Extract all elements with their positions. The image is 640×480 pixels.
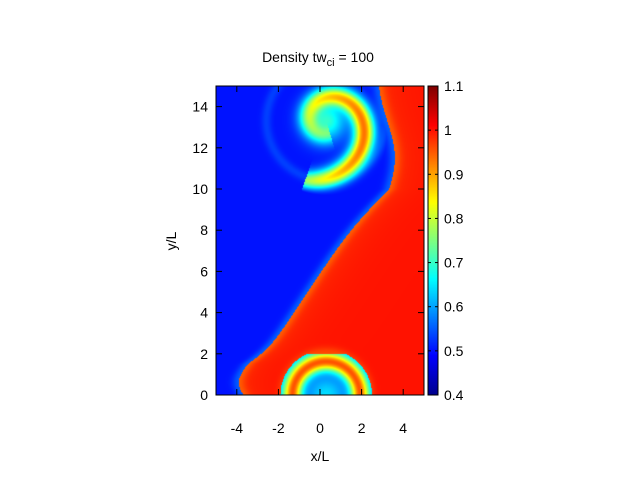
chart-title: Density twci = 100 <box>262 49 374 69</box>
x-tick-label: -2 <box>272 420 285 436</box>
x-tick-label: 0 <box>316 420 324 436</box>
x-tick-label: 2 <box>358 420 366 436</box>
heatmap-canvas <box>216 86 424 395</box>
colorbar-tick-label: 0.9 <box>444 166 464 182</box>
y-tick-label: 2 <box>200 346 208 362</box>
x-axis-label: x/L <box>311 448 330 464</box>
chart-title-main: Density tw <box>262 49 327 65</box>
y-tick-label: 6 <box>200 263 208 279</box>
y-tick-label: 8 <box>200 222 208 238</box>
x-tick-label: 4 <box>399 420 407 436</box>
x-tick-label: -4 <box>231 420 244 436</box>
colorbar-ticks: 0.4 0.5 0.6 0.7 0.8 0.9 1 1.1 <box>428 78 464 403</box>
y-tick-label: 14 <box>192 99 208 115</box>
chart-title-value: = 100 <box>335 49 375 65</box>
y-tick-label: 10 <box>192 181 208 197</box>
colorbar <box>428 86 438 395</box>
x-axis-ticks: -4 -2 0 2 4 <box>231 86 407 436</box>
y-tick-label: 0 <box>200 387 208 403</box>
colorbar-frame <box>427 85 439 396</box>
y-tick-label: 4 <box>200 305 208 321</box>
colorbar-canvas <box>428 86 438 395</box>
colorbar-tick-label: 1.1 <box>444 78 464 94</box>
y-tick-label: 12 <box>192 140 208 156</box>
colorbar-tick-label: 0.7 <box>444 255 464 271</box>
colorbar-tick-label: 0.8 <box>444 210 464 226</box>
colorbar-tick-label: 0.5 <box>444 343 464 359</box>
y-axis-label: y/L <box>163 231 179 250</box>
colorbar-tick-label: 0.6 <box>444 299 464 315</box>
colorbar-tick-label: 1 <box>444 122 452 138</box>
colorbar-tick-label: 0.4 <box>444 387 464 403</box>
chart-title-subscript: ci <box>327 57 335 69</box>
y-axis-ticks: 0 2 4 6 8 10 12 14 <box>192 99 424 403</box>
heatmap-plot-area <box>216 86 424 395</box>
